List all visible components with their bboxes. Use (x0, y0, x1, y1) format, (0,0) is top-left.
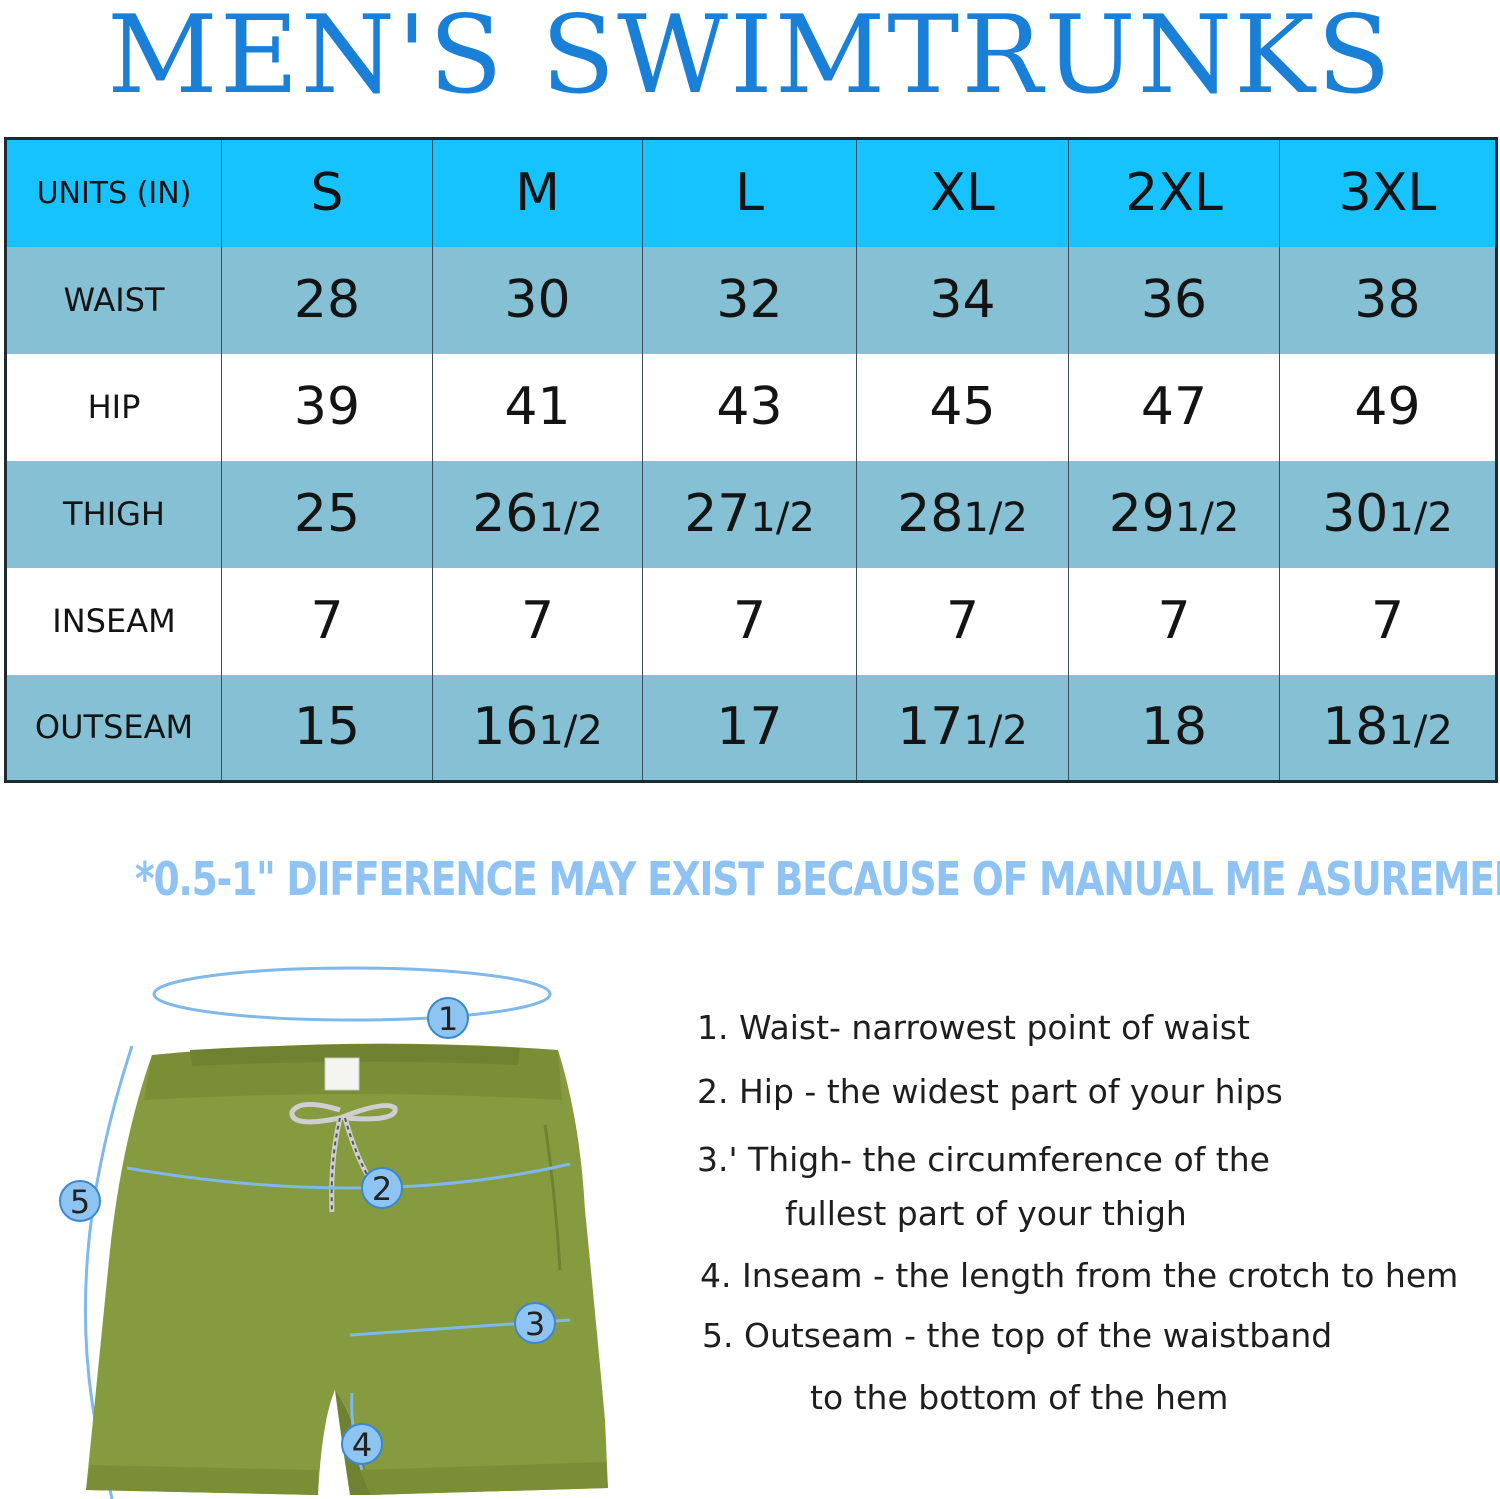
hip-measure-line (126, 1162, 571, 1190)
size-tag (324, 1057, 360, 1091)
cell-value: 7 (1068, 567, 1280, 675)
table-row: INSEAM 7 7 7 7 7 7 (5, 567, 1497, 675)
shorts-body (86, 1050, 608, 1495)
cell-value: 281/2 (856, 460, 1069, 568)
cell-value: 7 (221, 567, 433, 675)
cell-value: 39 (221, 353, 433, 461)
cell-value: 49 (1279, 353, 1497, 461)
table-row: WAIST 28 30 32 34 36 38 (5, 246, 1497, 354)
instruction-outseam: 5. Outseam - the top of the waistband (702, 1316, 1333, 1355)
row-label: INSEAM (5, 567, 222, 675)
svg-text:2: 2 (372, 1170, 392, 1208)
cell-value: 261/2 (432, 460, 643, 568)
cell-value: 36 (1068, 246, 1280, 354)
waistband-inner (190, 1044, 520, 1066)
instruction-hip: 2. Hip - the widest part of your hips (697, 1072, 1283, 1111)
cell-value: 301/2 (1279, 460, 1497, 568)
cell-value: 17 (642, 674, 857, 782)
cell-value: 28 (221, 246, 433, 354)
instruction-inseam: 4. Inseam - the length from the crotch t… (700, 1256, 1459, 1295)
row-label: OUTSEAM (5, 674, 222, 782)
measurement-note: *0.5-1" DIFFERENCE MAY EXIST BECAUSE OF … (135, 852, 1500, 906)
units-label: UNITS (IN) (5, 138, 222, 247)
cell-value: 18 (1068, 674, 1280, 782)
size-header: 2XL (1068, 138, 1280, 247)
hem-shadow (86, 1465, 318, 1495)
cell-value: 181/2 (1279, 674, 1497, 782)
svg-text:5: 5 (70, 1183, 90, 1221)
size-header: 3XL (1279, 138, 1497, 247)
marker-4: 4 (341, 1423, 383, 1465)
cell-value: 271/2 (642, 460, 857, 568)
side-pocket (543, 1124, 562, 1271)
cell-value: 161/2 (432, 674, 643, 782)
cell-value: 30 (432, 246, 643, 354)
svg-text:4: 4 (352, 1426, 372, 1464)
cell-value: 7 (1279, 567, 1497, 675)
instruction-waist: 1. Waist- narrowest point of waist (697, 1008, 1250, 1047)
swim-trunks-illustration (86, 1043, 608, 1495)
cell-value: 45 (856, 353, 1069, 461)
cell-value: 25 (221, 460, 433, 568)
marker-2: 2 (361, 1167, 403, 1209)
svg-text:3: 3 (525, 1305, 545, 1343)
size-chart-table: UNITS (IN) S M L XL 2XL 3XL WAIST 28 30 … (4, 137, 1498, 783)
size-header-row: UNITS (IN) S M L XL 2XL 3XL (5, 138, 1497, 247)
row-label: THIGH (5, 460, 222, 568)
svg-text:1: 1 (438, 1000, 458, 1038)
swim-trunks-diagram: 1 2 3 4 5 (59, 966, 608, 1499)
size-header: S (221, 138, 433, 247)
instruction-thigh-cont: fullest part of your thigh (785, 1194, 1187, 1233)
drawstring-pattern (330, 1117, 381, 1213)
cell-value: 32 (642, 246, 857, 354)
row-label: WAIST (5, 246, 222, 354)
instruction-thigh: 3.' Thigh- the circumference of the (697, 1140, 1270, 1179)
cell-value: 7 (432, 567, 643, 675)
size-header: M (432, 138, 643, 247)
page-title: MEN'S SWIMTRUNKS (107, 0, 1393, 118)
cell-value: 43 (642, 353, 857, 461)
marker-3: 3 (514, 1302, 556, 1344)
cell-value: 7 (856, 567, 1069, 675)
cell-value: 7 (642, 567, 857, 675)
cell-value: 38 (1279, 246, 1497, 354)
cell-value: 41 (432, 353, 643, 461)
table-row: THIGH 25 261/2 271/2 281/2 291/2 301/2 (5, 460, 1497, 568)
waist-measure-ellipse (152, 966, 552, 1022)
cell-value: 34 (856, 246, 1069, 354)
size-header: XL (856, 138, 1069, 247)
hem-shadow-right (360, 1462, 608, 1495)
table-row: HIP 39 41 43 45 47 49 (5, 353, 1497, 461)
marker-5: 5 (59, 1180, 101, 1222)
row-label: HIP (5, 353, 222, 461)
cell-value: 47 (1068, 353, 1280, 461)
table-row: OUTSEAM 15 161/2 17 171/2 18 181/2 (5, 674, 1497, 782)
instruction-outseam-cont: to the bottom of the hem (810, 1378, 1229, 1417)
size-header: L (642, 138, 857, 247)
marker-1: 1 (427, 997, 469, 1039)
cell-value: 291/2 (1068, 460, 1280, 568)
cell-value: 171/2 (856, 674, 1069, 782)
cell-value: 15 (221, 674, 433, 782)
